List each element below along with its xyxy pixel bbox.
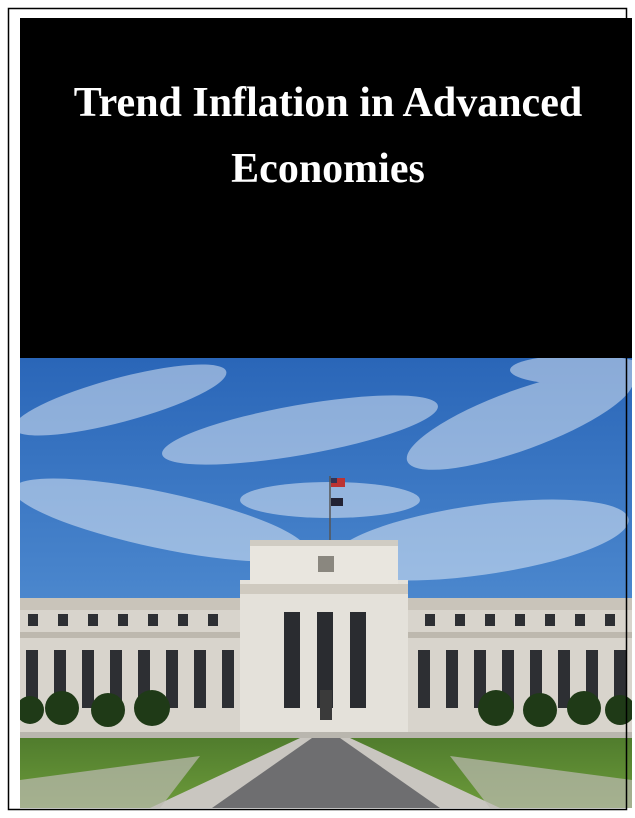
page: Trend Inflation in Advanced Economies xyxy=(0,0,635,818)
title-line: Economies xyxy=(231,146,425,192)
title-line: Trend Inflation in Advanced xyxy=(74,80,582,126)
cover-photo xyxy=(7,350,635,808)
book-cover: Trend Inflation in Advanced Economies xyxy=(0,0,635,818)
